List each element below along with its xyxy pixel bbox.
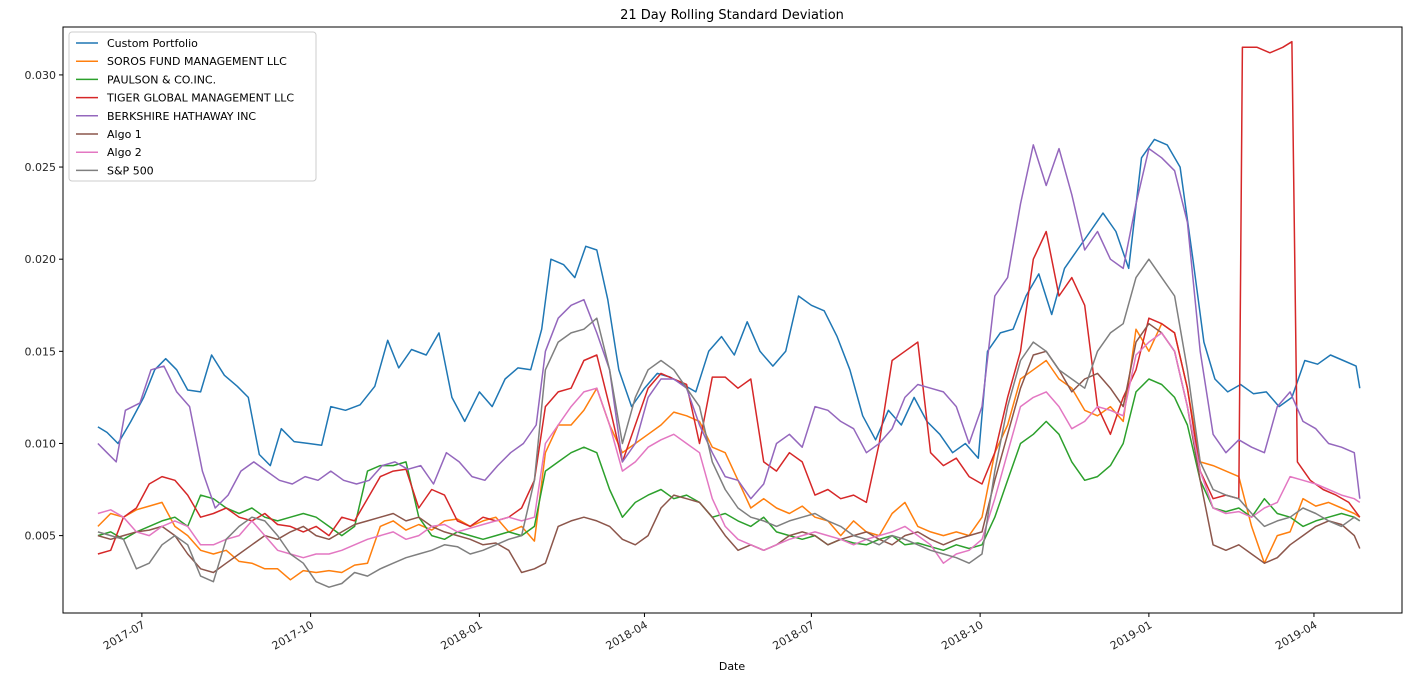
series-line-3 — [97, 378, 1361, 552]
legend: Custom Portfolio SOROS FUND MANAGEMENT LL… — [68, 31, 317, 182]
y-tick-label: 0.010 — [25, 437, 57, 450]
legend-label: SOROS FUND MANAGEMENT LLC — [107, 55, 287, 68]
legend-label: TIGER GLOBAL MANAGEMENT LLC — [106, 92, 294, 105]
legend-label: S&P 500 — [107, 164, 154, 177]
series-line-4 — [97, 40, 1361, 555]
y-tick-label: 0.015 — [25, 345, 57, 358]
series-line-8 — [97, 258, 1361, 588]
y-tick-label: 0.030 — [25, 69, 57, 82]
series-line-5 — [97, 144, 1361, 509]
plot-lines — [97, 40, 1361, 588]
legend-label: Algo 2 — [107, 146, 142, 159]
legend-label: Custom Portfolio — [107, 37, 198, 50]
legend-label: BERKSHIRE HATHAWAY INC — [107, 110, 256, 123]
series-line-6 — [97, 322, 1361, 574]
y-tick-label: 0.005 — [25, 530, 57, 543]
y-tick-label: 0.020 — [25, 253, 57, 266]
y-axis: 0.005 0.010 0.015 0.020 0.025 0.030 — [25, 69, 63, 543]
legend-label: PAULSON & CO.INC. — [107, 73, 216, 86]
x-axis-label: Date — [719, 660, 746, 673]
legend-label: Algo 1 — [107, 128, 142, 141]
plot-frame — [62, 26, 1403, 614]
y-tick-label: 0.025 — [25, 161, 57, 174]
chart-title: 21 Day Rolling Standard Deviation — [620, 8, 844, 23]
legend-box — [68, 31, 317, 182]
series-line-7 — [97, 332, 1361, 564]
series-line-1 — [97, 138, 1361, 467]
